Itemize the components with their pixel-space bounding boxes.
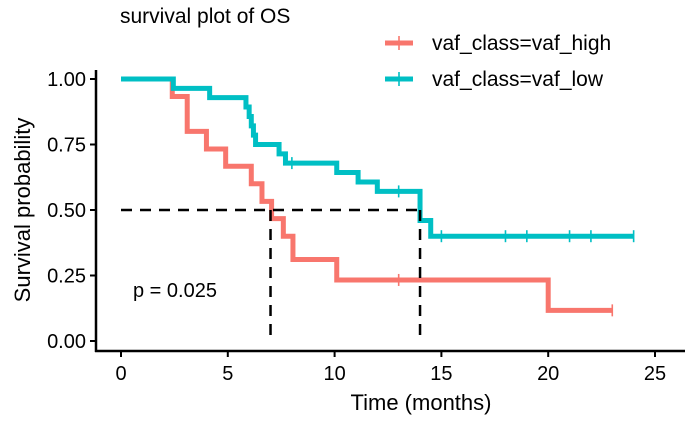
x-axis-ticks: 0 5 10 15 20 25 — [115, 351, 666, 385]
y-tick-label: 0.25 — [47, 266, 86, 288]
y-tick-label: 1.00 — [47, 69, 86, 91]
chart-title: survival plot of OS — [120, 5, 290, 28]
legend-label: vaf_class=vaf_low — [432, 68, 604, 91]
legend-label: vaf_class=vaf_high — [432, 32, 611, 55]
plot-area — [121, 76, 635, 341]
x-tick-label: 10 — [323, 363, 345, 385]
survival-curve-vaf-low — [121, 76, 634, 239]
y-axis-title: Survival probability — [10, 118, 35, 303]
legend: vaf_class=vaf_high vaf_class=vaf_low — [385, 32, 611, 91]
x-tick-label: 15 — [430, 363, 452, 385]
y-tick-label: 0.50 — [47, 200, 86, 222]
x-tick-label: 5 — [222, 363, 233, 385]
x-axis-title: Time (months) — [351, 390, 492, 415]
y-tick-label: 0.00 — [47, 331, 86, 353]
x-tick-label: 0 — [115, 363, 126, 385]
survival-curve-vaf-high — [121, 76, 613, 313]
x-tick-label: 20 — [537, 363, 559, 385]
y-tick-label: 0.75 — [47, 135, 86, 157]
p-value-annotation: p = 0.025 — [133, 280, 217, 302]
y-axis-ticks: 0.00 0.25 0.50 0.75 1.00 — [47, 69, 96, 353]
x-tick-label: 25 — [644, 363, 666, 385]
